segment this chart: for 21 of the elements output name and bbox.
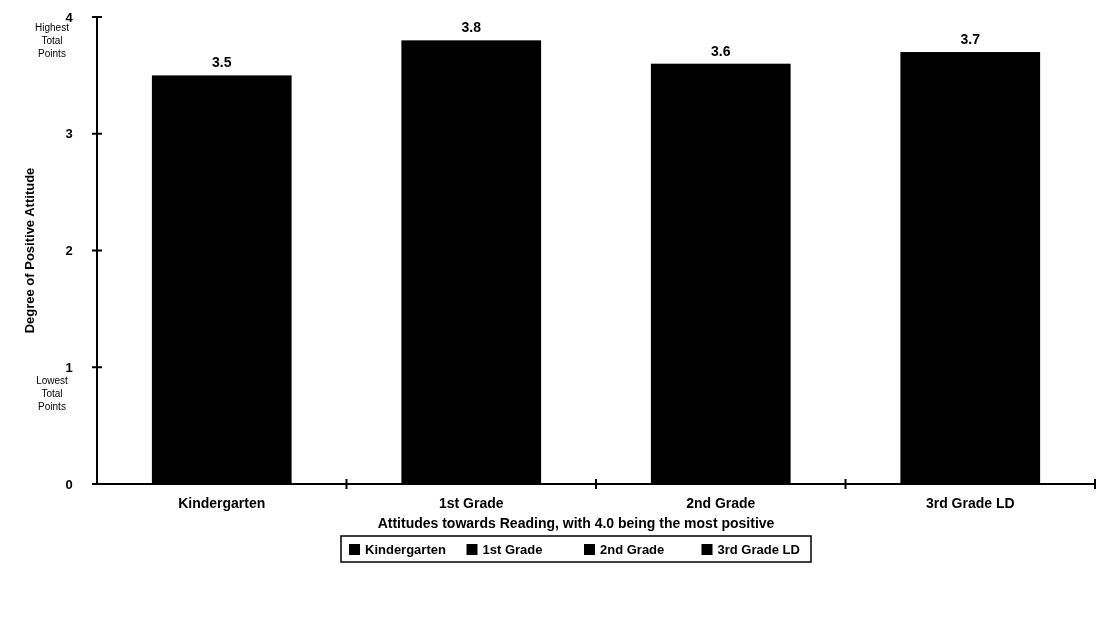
legend-label: 3rd Grade LD <box>717 542 800 557</box>
text: Lowest Total Points <box>36 375 69 412</box>
x-tick-label: 1st Grade <box>438 495 504 511</box>
data-label: 3.5 <box>212 54 232 71</box>
y-tick-label: 0 <box>65 476 73 492</box>
data-label: 3.8 <box>461 19 482 36</box>
y-tick-label: 4 <box>65 9 74 25</box>
legend-label: 2nd Grade <box>600 542 665 557</box>
x-tick-label: 3rd Grade LD <box>925 495 1015 511</box>
legend-label: Kindergarten <box>365 542 446 557</box>
y-tick-label: 2 <box>65 243 73 259</box>
x-axis-title: Attitudes towards Reading, with 4.0 being the most positive <box>377 515 775 531</box>
text: Highest Total Points <box>35 22 70 59</box>
y-tick-label: 3 <box>65 126 73 142</box>
x-tick-label: Kindergarten <box>178 495 266 511</box>
legend-label: 1st Grade <box>482 542 543 557</box>
y-axis-title: Degree of Positive Attitude <box>22 167 37 334</box>
data-label: 3.7 <box>960 31 981 48</box>
data-label: 3.6 <box>711 42 731 59</box>
y-tick-label: 1 <box>65 359 73 375</box>
x-tick-label: 2nd Grade <box>686 495 756 511</box>
